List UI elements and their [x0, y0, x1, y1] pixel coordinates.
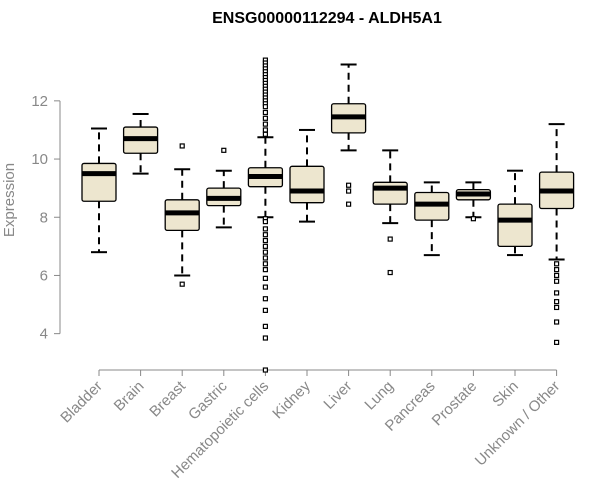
outlier-point — [346, 201, 352, 207]
box-bladder — [81, 127, 117, 254]
outlier-point — [262, 115, 268, 121]
outlier-point — [262, 255, 268, 261]
outlier-point — [262, 367, 268, 373]
outlier-point — [262, 237, 268, 244]
outlier-point — [553, 261, 560, 267]
outlier-point — [262, 296, 268, 302]
box-lung — [372, 149, 408, 276]
y-axis: 4 6 8 10 12 — [31, 93, 61, 343]
outlier-point — [262, 127, 268, 133]
outlier-point — [553, 319, 560, 325]
x-tick-label: Skin — [489, 378, 522, 411]
outlier-point — [262, 307, 268, 313]
outlier-point — [553, 272, 560, 279]
x-tick-label: Liver — [320, 378, 355, 413]
box-breast — [164, 143, 200, 287]
box-gastric — [206, 147, 242, 229]
outlier-point — [262, 335, 268, 341]
outlier-point — [262, 284, 268, 290]
y-tick-label: 4 — [40, 326, 48, 343]
outlier-point — [262, 232, 268, 238]
x-tick-label: Brain — [111, 378, 148, 415]
outlier-point — [553, 299, 560, 305]
x-tick-label: Prostate — [429, 378, 481, 430]
box-skin — [497, 169, 533, 257]
outlier-point — [221, 147, 227, 153]
x-tick-label: Breast — [146, 377, 189, 420]
box-pancreas — [414, 181, 450, 257]
outlier-point — [262, 249, 268, 255]
x-tick-label: Kidney — [269, 377, 314, 422]
outlier-point — [553, 290, 560, 296]
x-tick-label: Lung — [361, 378, 397, 414]
box-brain — [122, 112, 159, 175]
outlier-point — [262, 243, 268, 249]
outlier-point — [262, 275, 268, 281]
box-liver — [330, 63, 367, 207]
outlier-point — [262, 131, 268, 137]
box-iqr — [372, 181, 408, 205]
outlier-point — [553, 267, 560, 273]
outlier-point — [346, 182, 352, 188]
box-iqr — [497, 203, 533, 247]
outlier-point — [346, 188, 352, 194]
outlier-point — [387, 269, 393, 276]
outlier-point — [262, 104, 268, 110]
outlier-point — [262, 323, 268, 329]
outlier-point — [262, 267, 268, 273]
chart-title: ENSG00000112294 - ALDH5A1 — [212, 10, 442, 27]
outlier-point — [470, 216, 476, 222]
outlier-point — [553, 304, 560, 311]
outlier-point — [553, 278, 560, 284]
outlier-point — [262, 261, 268, 267]
box-unknown-other — [538, 123, 575, 345]
box-hematopoietic-cells — [247, 57, 284, 373]
y-tick-label: 8 — [40, 209, 48, 226]
outlier-point — [179, 281, 185, 287]
y-axis-label: Expression — [1, 163, 18, 237]
x-tick-label: Bladder — [57, 378, 106, 427]
outlier-point — [179, 143, 185, 149]
y-tick-label: 6 — [40, 267, 48, 284]
box-kidney — [289, 128, 325, 223]
outlier-point — [262, 219, 268, 225]
y-tick-label: 12 — [31, 93, 48, 110]
outlier-point — [553, 339, 560, 345]
box-prostate — [455, 181, 492, 222]
outlier-point — [262, 121, 268, 127]
outlier-point — [387, 236, 393, 242]
box-iqr — [81, 162, 117, 202]
box-series — [81, 57, 575, 373]
outlier-point — [262, 109, 268, 116]
y-tick-label: 10 — [31, 151, 48, 168]
box-iqr — [289, 165, 325, 204]
outlier-point — [262, 226, 268, 232]
